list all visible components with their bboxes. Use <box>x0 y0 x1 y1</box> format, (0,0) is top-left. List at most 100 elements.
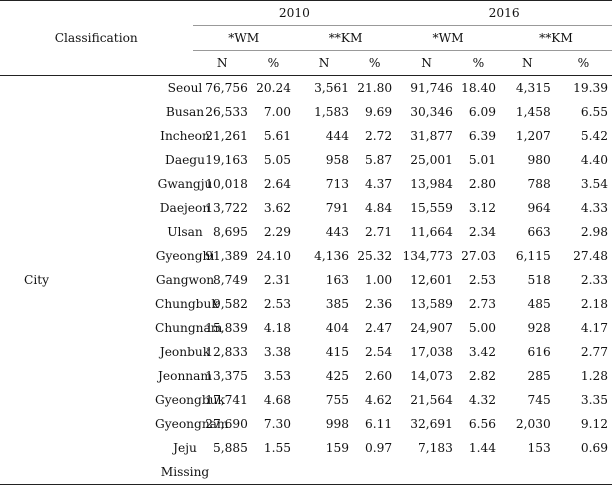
region-label: Missing <box>160 465 210 479</box>
table-cell: 998 <box>325 417 350 431</box>
table-cell: 415 <box>325 345 350 359</box>
table-cell: 518 <box>527 273 551 287</box>
table-cell: 285 <box>527 369 551 383</box>
table-cell: 1,207 <box>515 129 551 143</box>
table-cell: 745 <box>527 393 551 407</box>
table-cell: 6.39 <box>468 129 496 143</box>
table-cell: 159 <box>325 441 350 455</box>
table-cell: 713 <box>325 177 350 191</box>
table-cell: 1.00 <box>365 273 393 287</box>
table-cell: 3.35 <box>580 393 608 407</box>
table-cell: 11,664 <box>410 225 453 239</box>
table-cell: 153 <box>527 441 551 455</box>
table-cell <box>295 460 354 485</box>
table-cell: 663 <box>527 225 551 239</box>
table-cell: 1.44 <box>468 441 496 455</box>
table-cell: 0.97 <box>365 441 393 455</box>
table-cell: 2.72 <box>365 129 393 143</box>
table-body: Seoul 76,756 20.24 3,561 21.80 91,746 18.40 4,3… <box>0 76 612 485</box>
table-cell: 24,907 <box>410 321 453 335</box>
table-row: Chungnam 15,839 4.18 404 2.47 24,907 5.00 928 4.… <box>0 316 612 340</box>
table-cell: 9.69 <box>365 105 393 119</box>
table-cell: 444 <box>325 129 350 143</box>
table-cell: 6.11 <box>365 417 393 431</box>
table-cell: 2.33 <box>580 273 608 287</box>
table-cell: 17,741 <box>205 393 248 407</box>
table-cell: 4.17 <box>580 321 608 335</box>
table-cell: 616 <box>527 345 551 359</box>
table-cell: 31,877 <box>410 129 453 143</box>
table-cell: 2.73 <box>468 297 496 311</box>
table-cell: 91,746 <box>410 81 453 95</box>
table-cell: 4,136 <box>314 249 350 263</box>
region-label: Gyeongnam <box>155 417 229 431</box>
table-cell: 2.64 <box>263 177 291 191</box>
table-cell: 6.55 <box>580 105 608 119</box>
table-row: Seoul 76,756 20.24 3,561 21.80 91,746 18.40 4,3… <box>0 76 612 101</box>
table-cell: 5.42 <box>580 129 608 143</box>
region-label: Chungnam <box>155 321 223 335</box>
table-cell: 2.53 <box>263 297 291 311</box>
table-cell: 2.77 <box>580 345 608 359</box>
table-cell: 2.54 <box>365 345 393 359</box>
table-row: Ulsan 8,695 2.29 443 2.71 11,664 2.34 663 2.98 <box>0 220 612 244</box>
table-cell: 5.01 <box>468 153 496 167</box>
year-header-2016: 2016 <box>396 0 612 26</box>
region-label: Jeonnam <box>158 369 212 383</box>
table-cell: 7.00 <box>263 105 291 119</box>
group-header-wm-2010: *WM <box>192 25 295 51</box>
table-cell: 3,561 <box>314 81 350 95</box>
table-cell: 9,582 <box>212 297 248 311</box>
col-header: N <box>500 50 555 76</box>
table-cell: 3.54 <box>580 177 608 191</box>
table-row: Gyeongbuk 17,741 4.68 755 4.62 21,564 4.32 745 3… <box>0 388 612 412</box>
table-cell: 485 <box>527 297 551 311</box>
region-label: Busan <box>165 105 205 119</box>
region-label: Gyeonghi <box>155 249 215 263</box>
table-cell: 2.71 <box>365 225 393 239</box>
table-cell: 404 <box>325 321 350 335</box>
table-cell: 7.30 <box>263 417 291 431</box>
category-label: City <box>24 273 50 287</box>
table-cell: 958 <box>325 153 350 167</box>
table-cell: 788 <box>527 177 551 191</box>
table-cell: 8,749 <box>212 273 248 287</box>
region-label: Seoul <box>167 81 203 95</box>
region-label: Gwangju <box>157 177 213 191</box>
table-cell: 4.32 <box>468 393 496 407</box>
table-cell: 5.61 <box>263 129 291 143</box>
table-cell: 5.05 <box>263 153 291 167</box>
table-cell: 2.36 <box>365 297 393 311</box>
table-cell: 21,564 <box>410 393 453 407</box>
table-cell: 8,695 <box>212 225 248 239</box>
table-row: Gyeongnam 27,690 7.30 998 6.11 32,691 6.56 2,03… <box>0 412 612 436</box>
table-row: Gwangju 10,018 2.64 713 4.37 13,984 2.80 788 3.5… <box>0 172 612 196</box>
table-cell: 25.32 <box>357 249 393 263</box>
table-cell: 24.10 <box>256 249 291 263</box>
table-cell: 19,163 <box>205 153 248 167</box>
table-cell: 15,839 <box>205 321 248 335</box>
group-header-km-2016: **KM <box>500 25 612 51</box>
col-header: % <box>251 50 295 76</box>
year-header-2010: 2010 <box>192 0 397 26</box>
table-cell: 4.62 <box>365 393 393 407</box>
col-header: % <box>554 50 612 76</box>
table-cell: 12,833 <box>205 345 248 359</box>
region-label: Jeonbuk <box>159 345 211 359</box>
table-cell: 4.40 <box>580 153 608 167</box>
table-cell <box>500 460 555 485</box>
table-cell <box>251 460 295 485</box>
col-header: N <box>295 50 354 76</box>
table-cell: 6,115 <box>515 249 551 263</box>
table-cell: 25,001 <box>410 153 453 167</box>
table-cell: 1.55 <box>263 441 291 455</box>
table-cell: 2.31 <box>263 273 291 287</box>
group-header-km-2010: **KM <box>295 25 397 51</box>
table-cell: 32,691 <box>410 417 453 431</box>
table-cell <box>554 460 612 485</box>
table-cell: 27.03 <box>461 249 496 263</box>
col-header: N <box>192 50 252 76</box>
col-header: % <box>353 50 397 76</box>
table-cell: 4.18 <box>263 321 291 335</box>
